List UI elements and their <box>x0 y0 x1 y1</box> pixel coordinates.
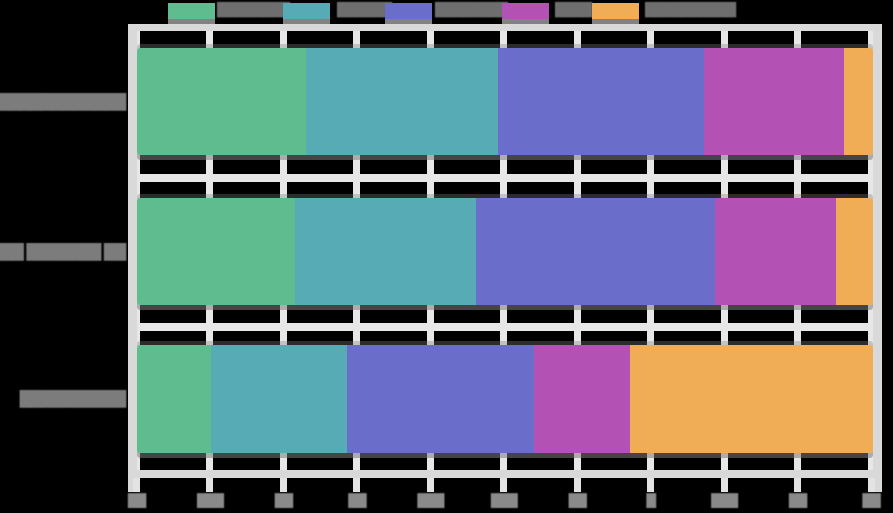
bar-segment <box>306 48 498 155</box>
bar-segment <box>630 345 873 453</box>
bar-segment <box>714 198 837 305</box>
x-axis-line <box>128 470 882 478</box>
x-tick-label: ███ <box>417 493 444 508</box>
x-axis-tick <box>133 478 140 492</box>
y-axis-category-label: ████████████ <box>0 92 126 111</box>
bar-segment <box>703 48 844 155</box>
x-axis-tick <box>794 478 802 492</box>
bar-segment <box>210 345 347 453</box>
bar-row <box>137 345 873 453</box>
x-tick-label: ███ <box>197 493 224 508</box>
bar-segment <box>497 48 704 155</box>
x-axis-tick <box>867 478 875 492</box>
bar-segment <box>295 198 476 305</box>
x-axis-tick <box>353 478 361 492</box>
x-axis-tick <box>720 478 728 492</box>
x-axis-tick <box>647 478 655 492</box>
x-tick-label: █ <box>646 493 656 508</box>
x-axis-tick <box>279 478 287 492</box>
bar-segment <box>137 198 296 305</box>
legend-label: ████████ <box>435 3 508 18</box>
x-axis-tick <box>206 478 214 492</box>
bar-segment <box>137 345 211 453</box>
legend-swatch <box>168 3 215 19</box>
x-tick-label: ███ <box>490 493 518 508</box>
legend-swatch <box>502 3 549 19</box>
bar-segment <box>534 345 631 453</box>
legend-label: ████ <box>555 3 592 18</box>
bar-segment <box>137 48 307 155</box>
legend-swatch <box>385 3 432 19</box>
x-tick-label: ██ <box>862 493 880 508</box>
bar-row <box>137 198 873 305</box>
x-tick-label: ██ <box>348 493 366 508</box>
x-tick-label: ██ <box>568 493 587 508</box>
x-tick-label: ██ <box>127 493 146 508</box>
x-tick-label: ███ <box>711 493 738 508</box>
bar-segment <box>843 48 873 155</box>
y-axis-category-label: ████ ███████ ██ <box>0 242 126 261</box>
row-separator-gridline <box>137 174 873 182</box>
legend-label: ██████████ <box>645 3 736 18</box>
legend-label: ██████ <box>337 3 392 18</box>
legend-swatch <box>592 3 639 19</box>
x-axis-tick <box>573 478 581 492</box>
legend-label: ████████ <box>217 3 290 18</box>
bar-segment <box>836 198 873 305</box>
x-tick-label: ██ <box>274 493 293 508</box>
y-axis-category-label: ██████████ <box>19 390 126 408</box>
plot-right-spine <box>873 24 882 492</box>
bar-row <box>137 48 873 155</box>
legend-swatch <box>283 3 330 19</box>
bar-segment <box>346 345 535 453</box>
x-axis-tick <box>500 478 508 492</box>
y-axis-spine <box>128 24 137 492</box>
row-separator-gridline <box>137 323 873 331</box>
x-axis-tick <box>426 478 434 492</box>
plot-top-spine <box>128 24 882 31</box>
bar-segment <box>475 198 715 305</box>
x-tick-label: ██ <box>788 493 807 508</box>
